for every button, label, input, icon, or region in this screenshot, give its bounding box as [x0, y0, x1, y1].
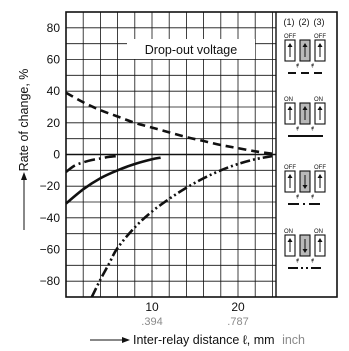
x-tick-label: 20 [231, 300, 245, 314]
legend-state-label: OFF [284, 34, 296, 40]
y-tick-label: −20 [40, 179, 61, 193]
axes [65, 11, 338, 298]
plot-frame [65, 11, 338, 298]
legend-distance-symbol: ℓ [311, 63, 315, 70]
legend-distance-symbol: ℓ [311, 258, 315, 265]
y-axis-arrow-head [21, 172, 27, 180]
series-line-dash-dot [65, 154, 118, 173]
legend-distance-symbol: ℓ [296, 194, 300, 201]
series-line-solid [65, 156, 161, 205]
legend-state-label: ON [314, 97, 323, 103]
y-tick-label: 40 [47, 84, 61, 98]
x-tick-labels: 10 .394 20 .787 [141, 300, 248, 328]
x-tick-label-inch: .787 [227, 316, 248, 328]
chart-title: Drop-out voltage [145, 43, 237, 57]
series-line-dash-dot-dot [90, 154, 273, 298]
legend-state-label: ON [284, 97, 293, 103]
y-tick-label: 80 [47, 21, 61, 35]
legend-field-arrowhead [317, 238, 323, 242]
series-line-dashed [65, 91, 273, 155]
legend-field-arrowhead [287, 174, 293, 178]
legend-column-label: (2) [299, 17, 310, 27]
legend-state-label: OFF [314, 34, 326, 40]
y-axis-label-group: Rate of change, % [17, 69, 31, 230]
legend-field-arrowhead [287, 238, 293, 242]
legend-state-label: ON [314, 229, 323, 235]
legend-field-arrowhead [317, 106, 323, 110]
legend-field-arrowhead [317, 43, 323, 47]
legend-field-arrowhead [317, 174, 323, 178]
legend-field-arrowhead [287, 43, 293, 47]
y-tick-label: 20 [47, 116, 61, 130]
legend-column-label: (1) [284, 17, 295, 27]
y-tick-label: −80 [40, 274, 61, 288]
legend-state-label: OFF [314, 165, 326, 171]
legend-distance-symbol: ℓ [296, 126, 300, 133]
legend-field-arrowhead [302, 106, 308, 110]
legend-distance-symbol: ℓ [296, 63, 300, 70]
y-axis-label: Rate of change, % [17, 69, 31, 172]
legend-state-label: ON [284, 229, 293, 235]
y-tick-label: −40 [40, 211, 61, 225]
title-background [127, 39, 255, 59]
legend-distance-symbol: ℓ [311, 194, 315, 201]
x-axis-label: Inter-relay distance ℓ, mm inch [133, 333, 305, 347]
y-tick-label: 0 [53, 148, 60, 162]
x-axis-label-inch: inch [282, 333, 305, 347]
x-axis-label-main: Inter-relay distance ℓ, mm [133, 333, 275, 347]
x-tick-label-inch: .394 [141, 316, 162, 328]
y-tick-labels: 80 60 40 20 0 −20 −40 −60 −80 [40, 21, 61, 288]
x-axis-label-group: Inter-relay distance ℓ, mm inch [90, 333, 305, 347]
y-tick-label: −60 [40, 243, 61, 257]
legend-field-arrowhead [302, 249, 308, 253]
legend-distance-symbol: ℓ [311, 126, 315, 133]
legend-state-label: OFF [284, 165, 296, 171]
legend-field-arrowhead [287, 106, 293, 110]
legend-field-arrowhead [302, 185, 308, 189]
legend-field-arrowhead [302, 43, 308, 47]
x-axis-arrow-head [122, 337, 130, 343]
legend-distance-symbol: ℓ [296, 258, 300, 265]
legend-column-label: (3) [314, 17, 325, 27]
y-tick-label: 60 [47, 53, 61, 67]
grid [66, 12, 281, 297]
series-group [65, 91, 273, 298]
legend: (1) (2) (3) OFF OFF ℓ ℓ ON ON ℓ ℓ OFF OFF ℓ ℓ ON ON ℓ ℓ [276, 12, 337, 297]
x-tick-label: 10 [145, 300, 159, 314]
